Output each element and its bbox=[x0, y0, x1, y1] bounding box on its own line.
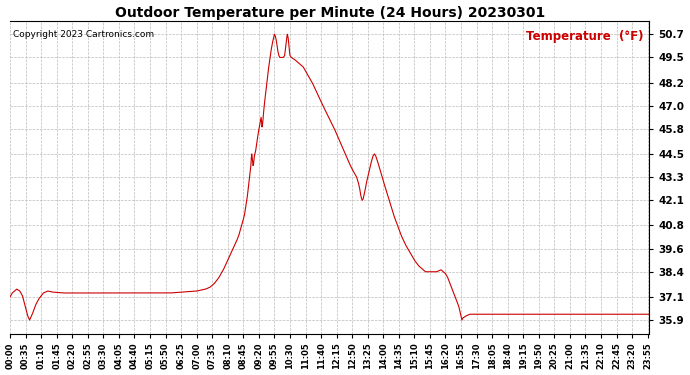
Text: Copyright 2023 Cartronics.com: Copyright 2023 Cartronics.com bbox=[13, 30, 155, 39]
Title: Outdoor Temperature per Minute (24 Hours) 20230301: Outdoor Temperature per Minute (24 Hours… bbox=[115, 6, 545, 20]
Text: Temperature  (°F): Temperature (°F) bbox=[526, 30, 643, 43]
